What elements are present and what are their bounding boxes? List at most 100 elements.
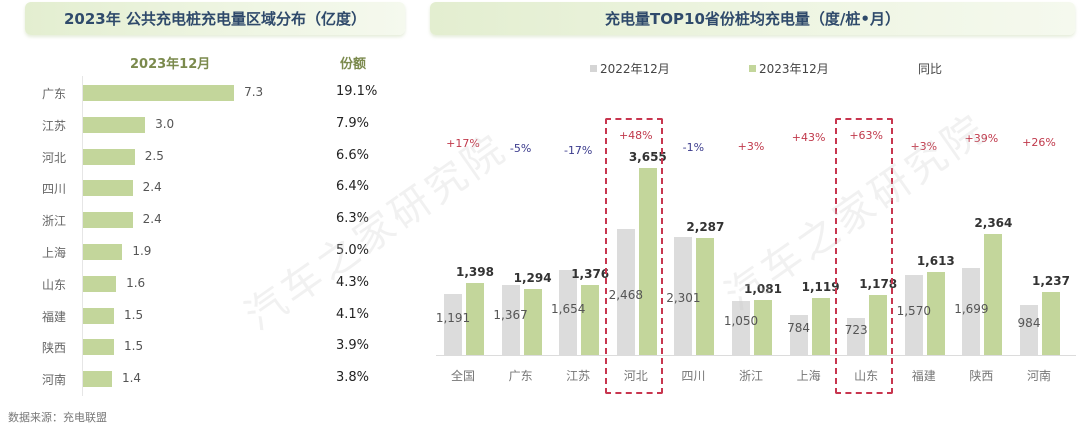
value-label-2022: 1,570: [896, 303, 931, 318]
bar: [83, 307, 115, 324]
yoy-label: +17%: [446, 137, 480, 150]
column-header-month: 2023年12月: [130, 57, 211, 72]
yoy-label: -17%: [563, 144, 593, 157]
bar-2023: [696, 237, 715, 355]
bar-2023: [926, 272, 945, 355]
x-axis-label: 江苏: [566, 369, 591, 383]
region-label: 江苏: [42, 118, 67, 133]
bar-value: 3.0: [155, 116, 175, 131]
bar-2022: [904, 274, 923, 355]
value-label-2023: 1,119: [801, 279, 840, 294]
right-chart-plot: 1,191 1,398 +17% 全国 1,367 1,294 -5% 广东 1,654 1,37…: [436, 80, 1076, 400]
yoy-label: +39%: [964, 132, 999, 145]
yoy-label: +3%: [737, 140, 765, 153]
x-axis-label: 广东: [508, 369, 533, 383]
highlight-box: [604, 118, 663, 394]
bar: [83, 339, 115, 356]
data-source-note: 数据来源：充电联盟: [8, 411, 107, 424]
bar-2022: [847, 318, 866, 355]
bar: [83, 148, 135, 165]
value-label-2022: 1,699: [954, 301, 989, 316]
left-chart-title: 2023年 公共充电桩充电量区域分布（亿度）: [25, 2, 405, 35]
region-label: 广东: [42, 87, 67, 101]
region-label: 福建: [42, 309, 67, 324]
bar-value: 1.5: [124, 339, 144, 354]
highlight-box: [835, 118, 894, 394]
region-label: 陕西: [42, 341, 67, 356]
bar-2022: [962, 268, 981, 355]
bar: [83, 275, 117, 292]
yoy-label: +3%: [910, 140, 938, 153]
region-label: 河北: [42, 150, 67, 165]
value-label-2023: 1,398: [456, 265, 494, 280]
bar: [83, 244, 123, 260]
bar-2023: [984, 234, 1003, 355]
value-label-2023: 2,287: [686, 219, 725, 234]
left-chart-axis: [82, 76, 83, 396]
bar-2023: [811, 297, 830, 355]
bar-2022: [559, 270, 578, 355]
share-value: 4.1%: [336, 306, 370, 322]
x-axis-label: 河北: [623, 369, 648, 383]
bar: [83, 85, 235, 101]
bar-value: 1.5: [124, 307, 144, 322]
value-label-2022: 2,301: [666, 290, 701, 305]
x-axis-label: 全国: [450, 369, 475, 383]
bar-value: 1.9: [132, 244, 152, 258]
right-chart-title: 充电量TOP10省份桩均充电量（度/桩•月）: [430, 2, 1075, 35]
value-label-2023: 1,081: [744, 281, 782, 296]
legend-label-2023: 2023年12月: [759, 62, 829, 76]
bar-value: 1.6: [126, 275, 146, 290]
value-label-2022: 784: [787, 320, 811, 335]
region-label: 上海: [42, 246, 67, 260]
yoy-label: +43%: [791, 131, 826, 144]
x-axis-label: 上海: [796, 369, 821, 383]
bar: [83, 371, 112, 388]
bar-2023: [1042, 291, 1060, 355]
bar: [83, 116, 146, 133]
bar-value: 7.3: [244, 85, 264, 99]
share-value: 6.6%: [336, 147, 370, 163]
value-label-2023: 1,376: [571, 266, 610, 281]
value-label-2022: 2,468: [608, 287, 643, 302]
value-label-2022: 984: [1017, 315, 1041, 330]
bar: [83, 180, 133, 197]
share-value: 6.4%: [336, 179, 370, 195]
yoy-label: -5%: [509, 142, 532, 155]
bar-2023: [581, 284, 600, 355]
share-value: 4.3%: [336, 274, 370, 290]
bar-row: 河南 1.4 3.8%: [0, 364, 420, 396]
value-label-2023: 1,294: [513, 270, 552, 285]
bar-value: 1.4: [121, 371, 142, 386]
column-header-share: 份额: [340, 57, 367, 72]
bar-2023: [466, 283, 484, 355]
value-label-2023: 2,364: [974, 216, 1013, 231]
region-label: 四川: [42, 182, 67, 197]
yoy-label: +26%: [1022, 136, 1056, 149]
yoy-label: -1%: [682, 141, 705, 154]
bar-row: 江苏 3.0 7.9%: [0, 110, 420, 142]
region-label: 河南: [42, 373, 67, 388]
x-axis-label: 山东: [854, 369, 879, 383]
region-label: 浙江: [42, 214, 67, 229]
x-axis-baseline: [436, 355, 1076, 356]
x-axis-label: 四川: [681, 369, 706, 383]
x-axis-label: 陕西: [969, 369, 994, 383]
x-axis-label: 浙江: [738, 369, 763, 383]
share-value: 7.9%: [336, 115, 370, 131]
value-label-2022: 723: [844, 322, 868, 337]
value-label-2023: 3,655: [628, 150, 667, 164]
share-value: 3.8%: [336, 370, 370, 386]
bar-2022: [444, 294, 462, 355]
bar-2023: [869, 294, 888, 355]
value-label-2022: 1,367: [493, 307, 528, 322]
x-axis-label: 福建: [911, 369, 936, 383]
share-value: 19.1%: [336, 84, 378, 99]
bar-row: 浙江 2.4 6.3%: [0, 205, 420, 237]
legend-item-yoy: 同比: [918, 60, 942, 77]
bar-2023: [754, 299, 772, 355]
bar-row: 上海 1.9 5.0%: [0, 237, 420, 269]
value-label-2023: 1,237: [1032, 273, 1070, 288]
bar-row: 福建 1.5 4.1%: [0, 301, 420, 333]
bar-2022: [732, 301, 750, 355]
